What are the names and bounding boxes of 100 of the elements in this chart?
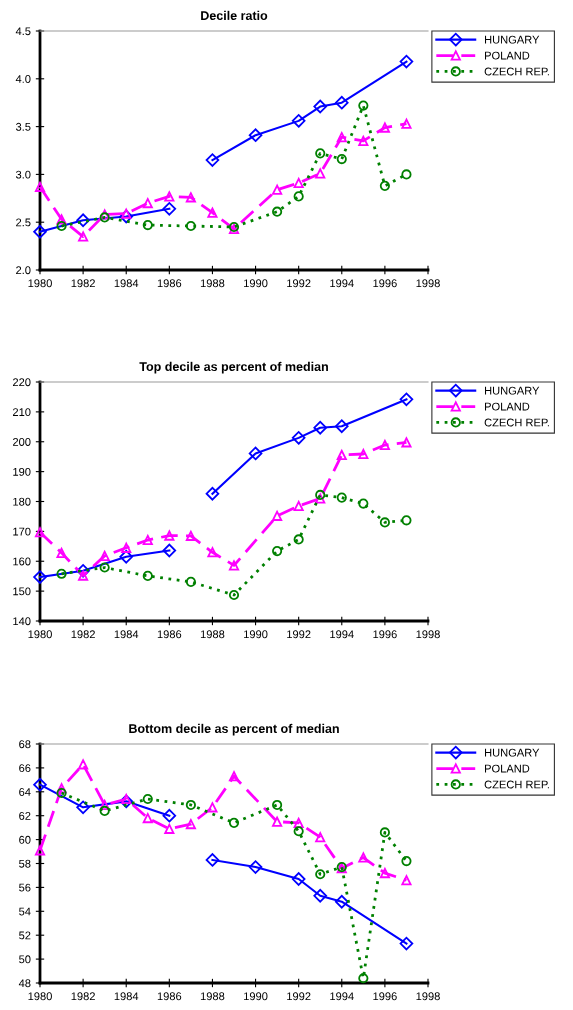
point bbox=[56, 547, 67, 558]
point bbox=[34, 527, 46, 538]
point bbox=[34, 181, 46, 192]
y-tick-label: 54 bbox=[19, 907, 31, 916]
y-tick-label: 140 bbox=[13, 617, 31, 626]
legend-label: POLAND bbox=[485, 764, 530, 773]
point bbox=[291, 872, 306, 886]
point bbox=[185, 220, 196, 232]
point bbox=[185, 530, 196, 541]
point bbox=[34, 845, 46, 856]
point bbox=[315, 489, 326, 500]
y-tick-label: 66 bbox=[19, 764, 31, 773]
point bbox=[185, 192, 196, 203]
legend-label: POLAND bbox=[485, 51, 530, 60]
x-tick-label: 1980 bbox=[28, 992, 52, 1001]
point bbox=[76, 213, 90, 228]
point bbox=[207, 802, 218, 813]
point bbox=[56, 214, 67, 225]
y-tick-label: 4.5 bbox=[15, 27, 31, 36]
legend-label: CZECH REP. bbox=[484, 418, 549, 427]
x-tick-label: 1992 bbox=[287, 992, 311, 1001]
point bbox=[205, 153, 220, 167]
y-tick-label: 64 bbox=[19, 788, 31, 796]
point bbox=[164, 530, 175, 541]
point bbox=[293, 817, 304, 828]
point bbox=[401, 437, 412, 448]
point bbox=[162, 543, 177, 558]
point bbox=[142, 198, 153, 209]
point bbox=[248, 860, 263, 874]
point bbox=[336, 492, 347, 503]
point bbox=[315, 493, 326, 504]
point bbox=[33, 570, 47, 584]
point bbox=[399, 936, 414, 951]
point bbox=[272, 816, 283, 827]
y-tick-label: 4.0 bbox=[15, 75, 31, 83]
y-tick-label: 3.0 bbox=[15, 170, 31, 179]
point bbox=[293, 191, 304, 202]
x-tick-label: 1984 bbox=[114, 279, 139, 288]
point bbox=[142, 219, 153, 231]
point bbox=[336, 449, 347, 460]
point bbox=[228, 771, 240, 782]
point bbox=[56, 220, 67, 232]
point bbox=[379, 867, 390, 879]
x-tick-label: 1982 bbox=[71, 279, 95, 288]
point bbox=[142, 813, 153, 824]
point bbox=[56, 783, 67, 794]
point bbox=[207, 207, 218, 218]
point bbox=[399, 392, 414, 407]
x-tick-label: 1982 bbox=[71, 630, 95, 639]
point bbox=[379, 517, 390, 528]
point bbox=[293, 500, 304, 512]
point bbox=[272, 206, 283, 217]
x-tick-label: 1998 bbox=[416, 992, 440, 1001]
x-tick-label: 1990 bbox=[244, 279, 268, 288]
point bbox=[336, 154, 347, 165]
point bbox=[205, 486, 220, 501]
point bbox=[99, 562, 110, 573]
y-tick-label: 56 bbox=[19, 883, 31, 892]
point bbox=[358, 852, 369, 863]
legend-label: CZECH REP. bbox=[484, 780, 549, 789]
legend-label: HUNGARY bbox=[485, 35, 540, 44]
point bbox=[119, 794, 134, 809]
point bbox=[315, 832, 326, 843]
point bbox=[315, 148, 326, 159]
x-tick-label: 1984 bbox=[114, 992, 139, 1001]
y-tick-label: 210 bbox=[12, 408, 31, 417]
point bbox=[78, 231, 89, 242]
point bbox=[56, 568, 67, 579]
point bbox=[228, 560, 240, 571]
point bbox=[272, 510, 283, 521]
y-tick-label: 60 bbox=[19, 835, 31, 844]
y-tick-label: 220 bbox=[12, 378, 31, 387]
point bbox=[401, 856, 412, 867]
point bbox=[358, 135, 369, 147]
point bbox=[399, 54, 414, 69]
point bbox=[78, 759, 89, 770]
x-tick-label: 1996 bbox=[373, 630, 397, 639]
point bbox=[291, 114, 306, 128]
x-tick-label: 1988 bbox=[200, 992, 225, 1001]
point bbox=[336, 132, 347, 143]
x-tick-label: 1986 bbox=[157, 992, 182, 1001]
x-tick-label: 1992 bbox=[287, 630, 311, 639]
point bbox=[401, 875, 412, 886]
y-tick-label: 180 bbox=[13, 497, 31, 506]
point bbox=[228, 817, 240, 828]
y-tick-label: 52 bbox=[19, 931, 31, 940]
point bbox=[315, 869, 326, 880]
point bbox=[401, 169, 412, 180]
point bbox=[401, 118, 412, 129]
y-tick-label: 190 bbox=[13, 467, 31, 476]
legend-label: POLAND bbox=[485, 402, 530, 411]
point bbox=[379, 827, 390, 838]
point bbox=[248, 446, 263, 461]
point bbox=[99, 799, 110, 811]
point bbox=[185, 799, 196, 811]
point bbox=[56, 787, 67, 799]
x-tick-label: 1986 bbox=[157, 630, 182, 639]
point bbox=[358, 973, 369, 984]
point bbox=[228, 589, 240, 601]
y-tick-label: 62 bbox=[19, 811, 31, 820]
